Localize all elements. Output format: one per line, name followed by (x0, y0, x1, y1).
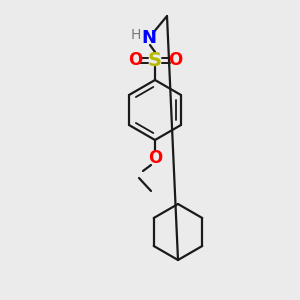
Text: O: O (148, 149, 162, 167)
Text: N: N (142, 29, 157, 47)
Text: H: H (131, 28, 141, 42)
Text: O: O (128, 51, 142, 69)
Text: S: S (148, 50, 162, 70)
Text: O: O (168, 51, 182, 69)
